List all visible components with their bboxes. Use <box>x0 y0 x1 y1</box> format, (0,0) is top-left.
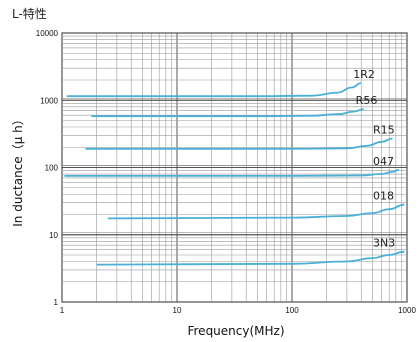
series-line-3N3 <box>96 250 405 266</box>
x-tick-label: 10 <box>173 306 182 315</box>
x-tick-label: 100 <box>285 306 299 315</box>
y-tick-label: 1 <box>54 298 59 307</box>
series-line-R15 <box>85 137 393 150</box>
x-axis-label: Frequency(MHz) <box>187 324 284 338</box>
x-tick-label: 1 <box>60 306 65 315</box>
series-line-018 <box>107 203 405 220</box>
series-label-1R2: 1R2 <box>353 68 375 81</box>
y-axis-label: In ductance（μ h） <box>11 113 25 226</box>
y-tick-label: 100 <box>45 164 59 173</box>
series-line-1R2 <box>66 82 362 98</box>
series-label-R56: R56 <box>356 94 378 107</box>
series-labels: 1R2 R56 R15 047 018 3N3 <box>353 68 395 250</box>
y-tick-label: 10 <box>49 231 58 240</box>
series-label-R15: R15 <box>373 123 395 136</box>
series-label-3N3: 3N3 <box>373 237 395 250</box>
y-tick-label: 10000 <box>36 29 59 38</box>
y-tick-label: 1000 <box>40 96 58 105</box>
series-label-047: 047 <box>373 155 394 168</box>
grid <box>61 32 408 303</box>
series-line-047 <box>64 169 399 177</box>
tick-labels: 1 10 100 1000 1 10 100 1000 10000 <box>36 29 417 315</box>
chart-title: L-特性 <box>12 6 47 21</box>
series-line-R56 <box>91 108 364 118</box>
x-tick-label: 1000 <box>398 306 416 315</box>
series-lines <box>64 82 405 266</box>
series-label-018: 018 <box>373 190 394 203</box>
